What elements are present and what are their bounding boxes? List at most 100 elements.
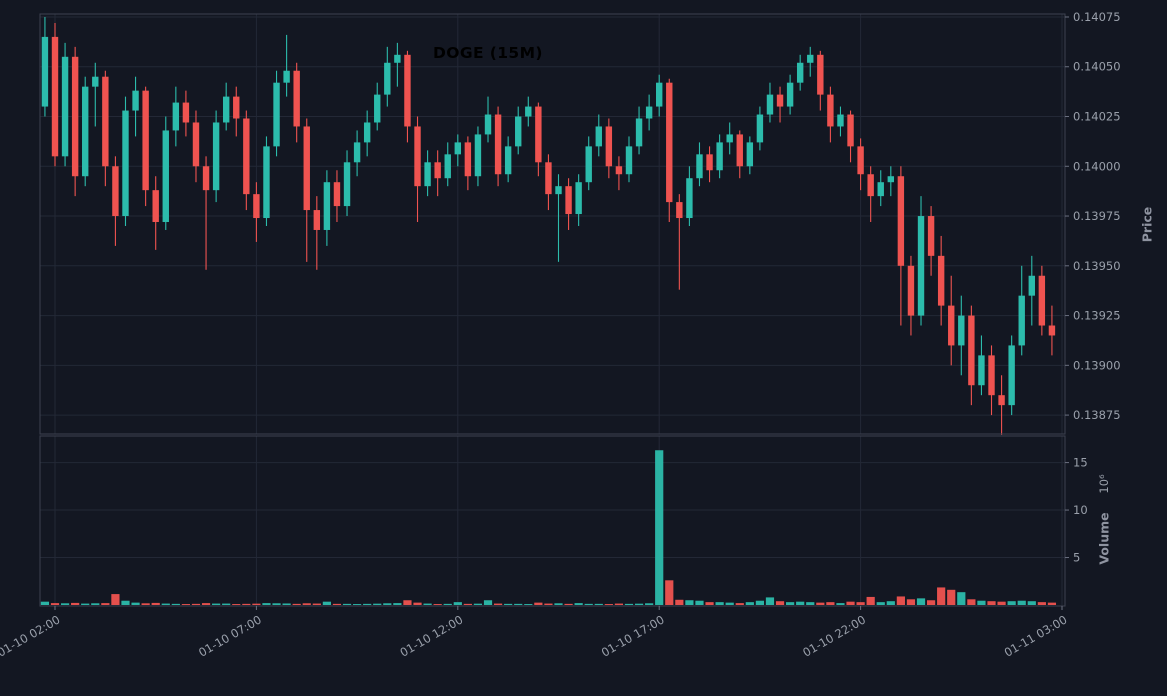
x-tick-label: 01-10 12:00 [397,612,465,659]
volume-bar [765,597,775,605]
volume-bar [242,603,251,605]
candle-body [877,182,884,197]
volume-bar [554,603,563,605]
candle-body [776,94,784,107]
volume-bar [775,601,785,605]
volume-tick-label: 15 [1073,456,1088,470]
candle-body [353,142,361,163]
volume-bar [292,603,301,605]
candle-body [333,182,341,207]
volume-bar [514,603,523,605]
volume-bar [363,603,372,605]
volume-bar [735,603,744,605]
volume-bar [896,596,905,605]
volume-panel-border [39,435,1066,607]
volume-bar [232,604,241,605]
candle-body [696,154,703,179]
price-tick-label: 0.13900 [1073,358,1121,372]
volume-bar [453,602,462,605]
volume-bar [866,596,875,605]
candle-body [92,76,99,87]
candle-body [837,114,844,127]
volume-bar [665,580,674,605]
candle-body [142,90,149,191]
volume-bar [393,603,402,605]
candle-body [102,76,109,167]
volume-bar [353,604,362,605]
volume-bar [574,603,583,605]
candle-body [212,122,220,191]
candle-body [907,265,915,316]
volume-bar [685,600,694,605]
volume-bar [856,602,865,605]
x-tick-label: 01-10 07:00 [196,612,264,659]
volume-bar [705,602,714,605]
volume-bar [796,601,805,605]
candle-body [1038,275,1046,326]
volume-bar [91,603,100,605]
volume-bar [111,594,120,605]
candle-body [565,186,572,215]
volume-bar [645,603,654,605]
candle-body [867,174,874,197]
candle-body [645,106,653,119]
volume-bar [584,603,593,605]
price-panel-border [39,13,1066,435]
candle-body [726,134,733,143]
volume-bar [60,603,70,605]
candle-body [998,395,1005,406]
volume-bar [1047,602,1057,605]
volume-bar [624,603,634,605]
candle-body [988,355,995,396]
volume-bar [383,603,392,605]
volume-bar [40,601,50,605]
volume-bar [50,603,60,605]
volume-bar [433,604,442,605]
volume-bar [201,603,211,605]
volume-bar [715,602,724,605]
volume-bar [1017,600,1026,605]
candle-body [857,146,864,175]
volume-bar [604,604,613,605]
chart-title: DOGE (15M) [433,44,543,62]
candle-body [887,176,895,183]
volume-bar [483,600,493,605]
volume-bar [876,602,885,605]
x-tick-label: 01-10 17:00 [599,612,667,659]
price-tick-label: 0.14075 [1073,10,1121,24]
candle-body [414,126,421,187]
candle-body [182,102,190,123]
volume-bar [272,603,281,605]
candle-body [676,202,683,219]
candle-body [162,130,169,223]
volume-bar [131,602,140,605]
volume-tick-label: 5 [1073,551,1080,565]
volume-bar [504,603,513,605]
volume-bar [191,603,201,605]
candle-body [706,154,713,171]
candle-body [948,305,955,346]
candle-body [434,162,441,179]
volume-bar [886,601,895,605]
volume-bar [957,592,966,605]
volume-bar [947,589,956,605]
candle-body [394,54,401,63]
candle-body [253,194,260,219]
candle-body [61,56,69,157]
candle-body [303,126,310,211]
volume-bar [987,601,996,605]
volume-bar [806,602,815,605]
candle-body [474,134,482,177]
volume-bar [594,603,603,605]
volume-bar [413,602,422,605]
volume-bar [937,587,946,605]
volume-axis-label: Volume [1096,512,1112,565]
candle-body [283,70,290,83]
candle-body [464,142,472,177]
volume-bar [524,604,533,605]
candle-body [152,190,159,223]
candle-body [222,96,230,123]
volume-series [40,450,1057,605]
price-tick-label: 0.14000 [1073,159,1121,173]
volume-bar [564,603,573,605]
